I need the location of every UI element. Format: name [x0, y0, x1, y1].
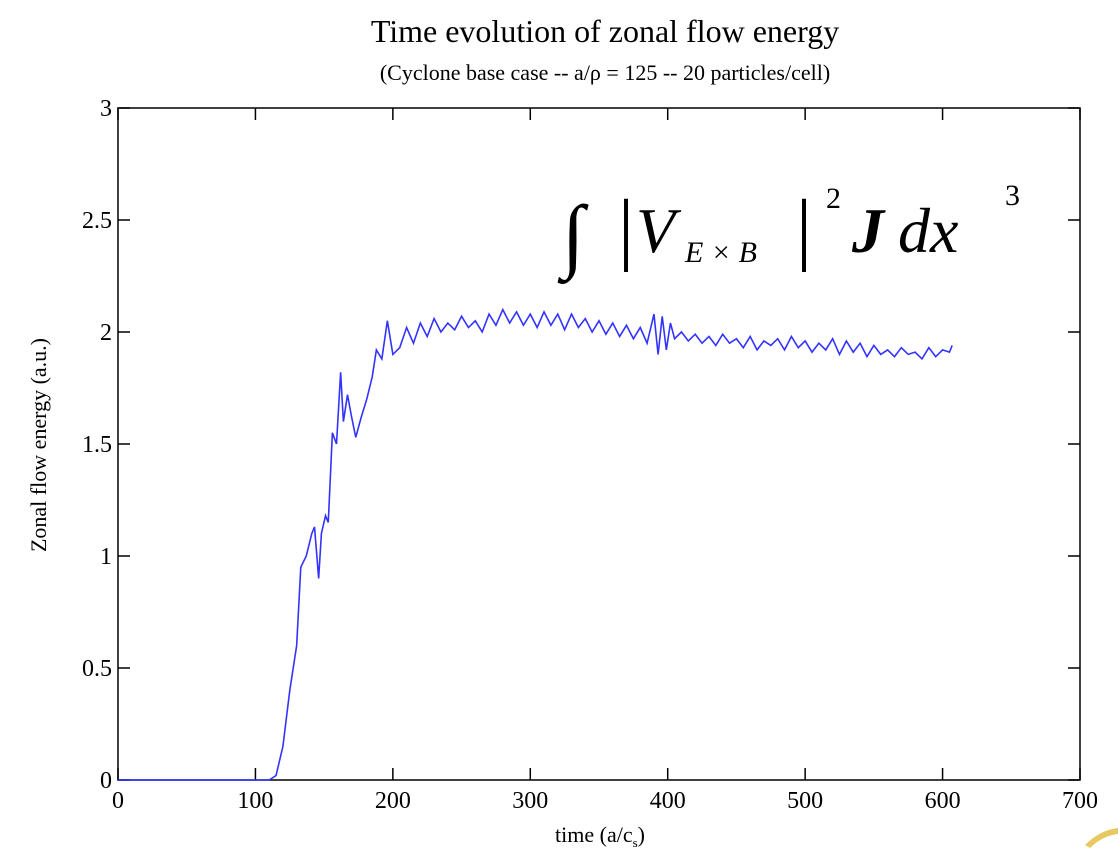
- x-tick-label: 0: [112, 788, 124, 814]
- annotation: ∫ | V E × B | 2 J dx 3: [557, 179, 1020, 284]
- y-tick-label: 0: [100, 768, 112, 794]
- data-line: [118, 307, 953, 781]
- annotation-part: J: [851, 195, 886, 266]
- x-tick-label: 400: [650, 788, 686, 814]
- chart-subtitle: (Cyclone base case -- a/ρ = 125 -- 20 pa…: [380, 60, 830, 85]
- y-tick-label: 2.5: [82, 208, 112, 234]
- x-tick-label: 500: [787, 788, 823, 814]
- x-tick-label: 600: [925, 788, 961, 814]
- y-tick-label: 2: [100, 320, 112, 346]
- y-axis-label: Zonal flow energy (a.u.): [26, 338, 51, 552]
- annotation-part: |: [796, 185, 812, 273]
- annotation-part: dx: [898, 195, 958, 266]
- x-label-text: time (a/c: [555, 822, 633, 847]
- annotation-part: E × B: [684, 236, 757, 269]
- x-label-subscript: s: [633, 835, 638, 850]
- y-tick-label: 1: [100, 544, 112, 570]
- x-axis-label: time (a/cs): [555, 822, 645, 850]
- x-tick-label: 700: [1062, 788, 1098, 814]
- y-tick-label: 0.5: [82, 656, 112, 682]
- chart-title: Time evolution of zonal flow energy: [371, 13, 839, 49]
- annotation-part: |: [618, 185, 634, 273]
- y-tick-label: 1.5: [82, 432, 112, 458]
- decoration: [1085, 828, 1118, 848]
- x-tick-label: 100: [237, 788, 273, 814]
- annotation-part: ∫: [557, 189, 589, 284]
- annotation-part: 3: [1005, 179, 1020, 212]
- annotation-part: 2: [826, 182, 841, 215]
- x-tick-label: 200: [375, 788, 411, 814]
- x-tick-label: 300: [512, 788, 548, 814]
- y-tick-label: 3: [100, 96, 112, 122]
- x-label-text: ): [638, 822, 645, 847]
- annotation-part: V: [636, 195, 682, 266]
